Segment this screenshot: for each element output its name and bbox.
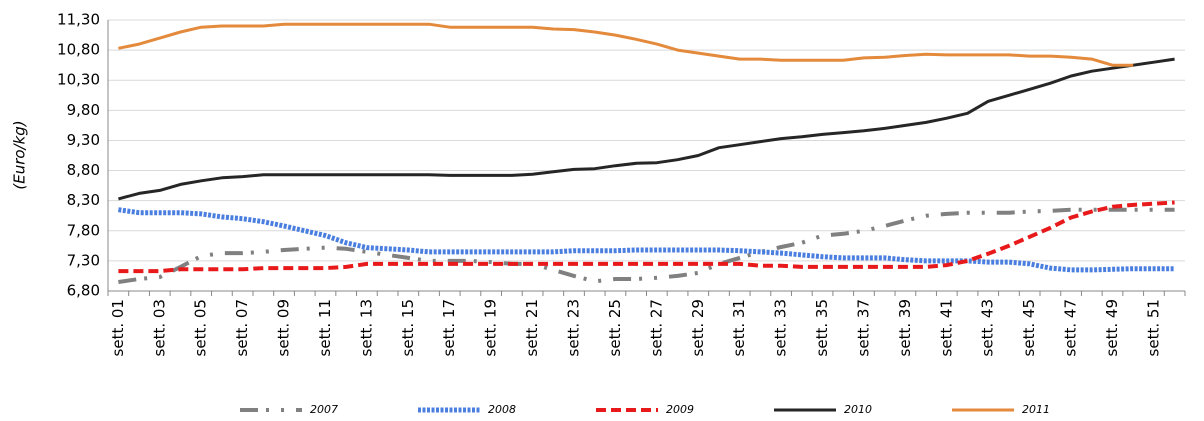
x-tick-label: sett. 07 — [233, 299, 251, 356]
x-tick-label: sett. 11 — [316, 299, 334, 356]
x-tick-label: sett. 49 — [1103, 299, 1121, 356]
legend-label: 2007 — [310, 403, 338, 416]
y-tick-label: 7,80 — [67, 221, 100, 239]
x-tick-label: sett. 21 — [523, 299, 541, 356]
x-tick-label: sett. 39 — [896, 299, 914, 356]
y-tick-label: 7,30 — [67, 251, 100, 269]
x-tick-label: sett. 45 — [1020, 299, 1038, 356]
y-tick-label: 11,30 — [57, 11, 100, 29]
y-tick-label: 6,80 — [67, 282, 100, 300]
x-tick-label: sett. 31 — [730, 299, 748, 356]
x-tick-label: sett. 41 — [937, 299, 955, 356]
x-tick-label: sett. 13 — [357, 299, 375, 356]
x-tick-label: sett. 05 — [192, 299, 210, 356]
x-tick-label: sett. 03 — [150, 299, 168, 356]
x-tick-label: sett. 35 — [813, 299, 831, 356]
x-tick-label: sett. 17 — [440, 299, 458, 356]
x-tick-label: sett. 37 — [854, 299, 872, 356]
y-axis-label: (Euro/kg) — [11, 120, 29, 189]
y-tick-label: 9,80 — [67, 101, 100, 119]
x-tick-label: sett. 27 — [647, 299, 665, 356]
y-tick-label: 9,30 — [67, 131, 100, 149]
series-line — [118, 207, 1175, 284]
x-tick-label: sett. 33 — [772, 299, 790, 356]
x-tick-label: sett. 29 — [689, 299, 707, 356]
x-tick-label: sett. 19 — [482, 299, 500, 356]
y-tick-label: 8,80 — [67, 161, 100, 179]
legend-label: 2008 — [488, 403, 516, 416]
x-tick-label: sett. 01 — [109, 299, 127, 356]
y-tick-label: 10,30 — [57, 71, 100, 89]
x-tick-label: sett. 25 — [606, 299, 624, 356]
legend-label: 2010 — [844, 403, 872, 416]
x-tick-label: sett. 47 — [1062, 299, 1080, 356]
series-line — [118, 22, 1134, 67]
legend-label: 2009 — [666, 403, 694, 416]
y-tick-label: 10,80 — [57, 41, 100, 59]
x-tick-label: sett. 51 — [1144, 299, 1162, 356]
x-tick-label: sett. 15 — [399, 299, 417, 356]
series-line — [118, 57, 1175, 201]
x-tick-label: sett. 23 — [565, 299, 583, 356]
series-line — [118, 200, 1175, 274]
x-tick-label: sett. 43 — [979, 299, 997, 356]
x-tick-label: sett. 09 — [275, 299, 293, 356]
legend-label: 2011 — [1022, 403, 1050, 416]
y-tick-label: 8,30 — [67, 191, 100, 209]
series-line — [118, 207, 1175, 273]
